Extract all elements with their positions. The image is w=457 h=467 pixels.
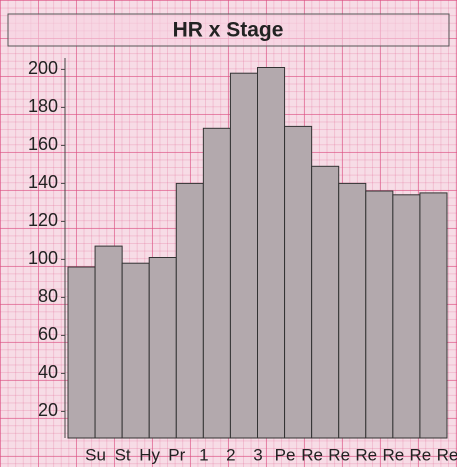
- title-box: [7, 13, 450, 47]
- x-tick-label: Su: [85, 445, 106, 464]
- x-tick-label: 1: [199, 445, 208, 464]
- chart-title: HR x Stage: [173, 19, 284, 42]
- bar: [284, 125, 313, 439]
- x-tick-label: Hy: [139, 445, 160, 464]
- bar: [67, 266, 96, 439]
- y-tick-label: 180: [28, 96, 58, 116]
- x-tick-label: Re: [410, 445, 432, 464]
- y-tick-label: 160: [28, 134, 58, 154]
- bar: [419, 192, 448, 439]
- x-tick-label: Pe: [275, 445, 296, 464]
- bar: [121, 262, 150, 439]
- x-tick-label: Re: [301, 445, 323, 464]
- y-tick-label: 200: [28, 58, 58, 78]
- bar: [365, 190, 394, 439]
- x-tick-label: Re: [382, 445, 404, 464]
- bar: [175, 182, 204, 439]
- bar: [94, 245, 123, 439]
- x-tick-label: 3: [253, 445, 262, 464]
- y-tick-label: 100: [28, 248, 58, 268]
- x-tick-label: Pr: [168, 445, 185, 464]
- x-tick-label: Re: [328, 445, 350, 464]
- bar: [257, 67, 286, 439]
- bar: [338, 182, 367, 439]
- y-tick-label: 40: [38, 362, 58, 382]
- x-tick-label: 2: [226, 445, 235, 464]
- x-tick-label: Re: [437, 445, 457, 464]
- x-tick-label: St: [115, 445, 131, 464]
- y-tick-label: 20: [38, 400, 58, 420]
- y-tick-label: 60: [38, 324, 58, 344]
- bar: [148, 257, 177, 439]
- bar: [392, 194, 421, 439]
- x-tick-label: Re: [355, 445, 377, 464]
- bar: [229, 72, 259, 439]
- y-tick-label: 80: [38, 286, 58, 306]
- bar: [311, 165, 340, 439]
- y-tick-label: 140: [28, 172, 58, 192]
- y-tick-label: 120: [28, 210, 58, 230]
- bar: [202, 127, 231, 439]
